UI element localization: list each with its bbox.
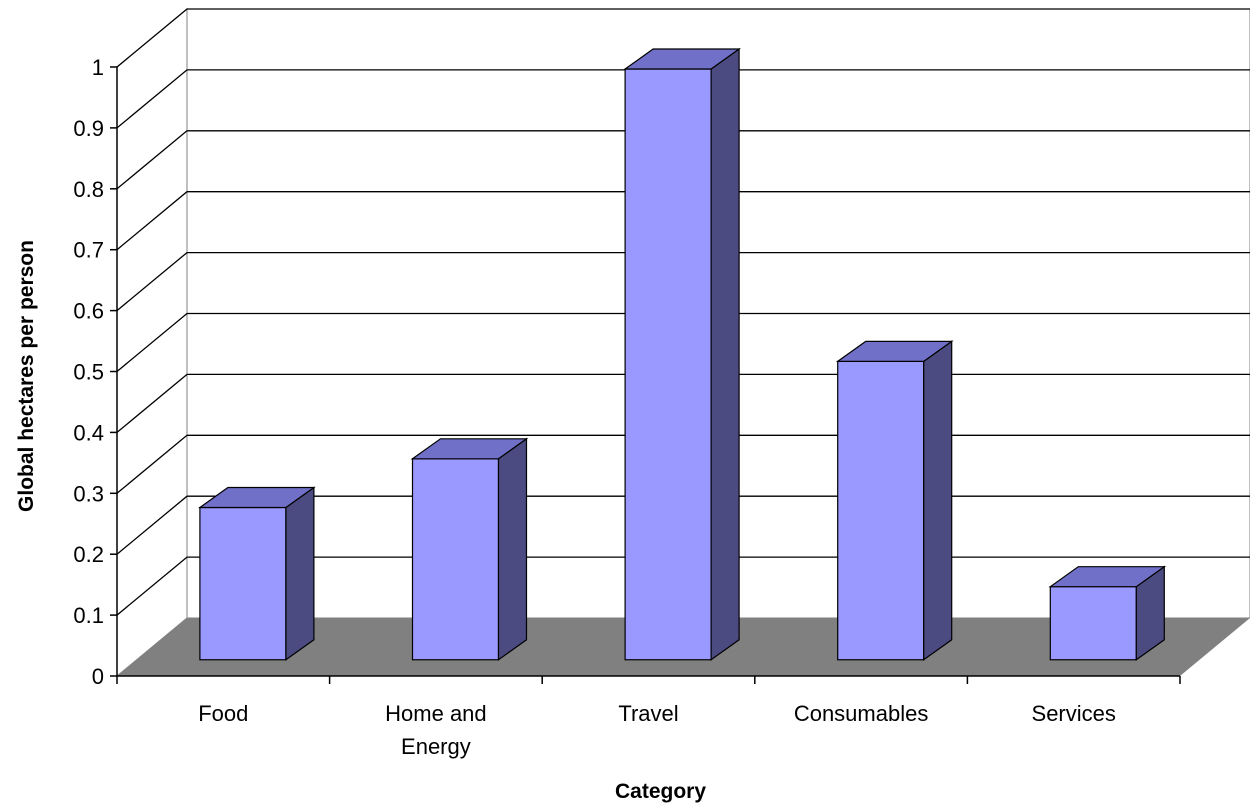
y-tick-label: 0.9 (73, 116, 104, 141)
x-category-label: Services (1032, 701, 1116, 726)
gridline (116, 312, 1250, 373)
bar (835, 340, 954, 661)
bar-side (710, 47, 740, 661)
y-tick-label: 0.5 (73, 360, 104, 385)
x-category-label-line: Home and (385, 701, 487, 726)
x-category-label: Food (198, 701, 248, 726)
bar-front (411, 458, 500, 661)
x-category-label-line: Services (1032, 701, 1116, 726)
bar-top (198, 486, 316, 509)
x-category-label: Travel (618, 701, 678, 726)
bar-top (410, 438, 529, 460)
gridline (116, 69, 1250, 129)
bars (198, 47, 1167, 661)
gridline (116, 130, 1250, 190)
bar-front (624, 68, 712, 661)
bar (1048, 565, 1167, 661)
x-category-label-line: Travel (618, 701, 678, 726)
gridline (116, 8, 1250, 68)
y-tick-label: 0 (92, 664, 104, 689)
bar-front (199, 506, 287, 661)
y-tick-label: 0.2 (73, 542, 104, 567)
x-category-label-line: Consumables (794, 701, 929, 726)
bar (623, 47, 741, 661)
x-category-labels: Food Home and Energy Travel Consumables Servi… (198, 701, 1116, 759)
gridline (116, 191, 1250, 251)
gridline (116, 251, 1250, 312)
x-category-label-line: Food (198, 701, 248, 726)
bar-top (1048, 566, 1167, 588)
gridlines (116, 8, 1250, 616)
x-category-label: Consumables (794, 701, 929, 726)
bar-front (837, 360, 925, 661)
x-category-label: Home and Energy (385, 701, 487, 759)
axes (110, 66, 1181, 684)
y-tick-label: 0.1 (73, 603, 104, 628)
bar-side (285, 486, 315, 661)
y-tick-label: 0.4 (73, 420, 104, 445)
x-category-label-line: Energy (401, 734, 471, 759)
y-tick-label: 0.3 (73, 481, 104, 506)
x-axis-title: Category (615, 780, 706, 803)
bar-side (923, 340, 953, 661)
bar-front (1049, 586, 1137, 661)
bar-top (623, 48, 741, 70)
y-axis-title: Global hectares per person (15, 240, 38, 512)
y-tick-label: 0.7 (73, 238, 104, 263)
y-tick-label: 0.6 (73, 299, 104, 324)
y-tick-labels: 0 0.1 0.2 0.3 0.4 0.5 0.6 0.7 0.8 0.9 1 (73, 55, 104, 689)
y-tick-label: 0.8 (73, 177, 104, 202)
bar-top (835, 340, 954, 362)
bar (198, 486, 316, 661)
bar-side (497, 437, 528, 661)
y-tick-label: 1 (92, 55, 104, 80)
bar (410, 437, 529, 661)
